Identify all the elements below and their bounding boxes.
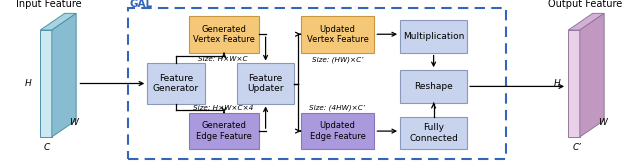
FancyBboxPatch shape <box>147 63 205 104</box>
Text: GAL: GAL <box>130 0 153 9</box>
Text: Size: (4HW)×C’: Size: (4HW)×C’ <box>309 105 365 111</box>
FancyBboxPatch shape <box>189 113 259 149</box>
FancyBboxPatch shape <box>301 113 374 149</box>
Polygon shape <box>52 13 76 137</box>
Text: Generated
Vertex Feature: Generated Vertex Feature <box>193 25 255 44</box>
Polygon shape <box>568 30 580 137</box>
Text: Size: H×W×C: Size: H×W×C <box>198 56 248 62</box>
FancyBboxPatch shape <box>189 16 259 53</box>
Text: Updated
Vertex Feature: Updated Vertex Feature <box>307 25 369 44</box>
Polygon shape <box>580 13 604 137</box>
FancyBboxPatch shape <box>301 16 374 53</box>
FancyBboxPatch shape <box>400 117 467 149</box>
FancyBboxPatch shape <box>400 70 467 103</box>
Text: H: H <box>25 79 31 88</box>
Text: Size: H×W×C×4: Size: H×W×C×4 <box>193 105 253 111</box>
Text: H: H <box>554 79 560 88</box>
Polygon shape <box>40 30 52 137</box>
FancyBboxPatch shape <box>237 63 294 104</box>
Text: Feature
Generator: Feature Generator <box>153 74 199 93</box>
Text: W: W <box>69 118 78 127</box>
Text: Fully
Connected: Fully Connected <box>409 123 458 143</box>
Text: C: C <box>44 143 50 152</box>
Text: Output Feature: Output Feature <box>548 0 623 9</box>
FancyBboxPatch shape <box>400 20 467 53</box>
Text: Updated
Edge Feature: Updated Edge Feature <box>310 121 365 141</box>
Polygon shape <box>568 13 604 30</box>
Polygon shape <box>40 13 76 30</box>
Text: C’: C’ <box>573 143 582 152</box>
Text: Size: (HW)×C’: Size: (HW)×C’ <box>312 56 363 62</box>
Text: Generated
Edge Feature: Generated Edge Feature <box>196 121 252 141</box>
Text: Feature
Updater: Feature Updater <box>247 74 284 93</box>
Text: Reshape: Reshape <box>414 82 453 91</box>
Text: W: W <box>598 118 607 127</box>
Text: Input Feature: Input Feature <box>17 0 82 9</box>
Text: Multiplication: Multiplication <box>403 32 464 41</box>
